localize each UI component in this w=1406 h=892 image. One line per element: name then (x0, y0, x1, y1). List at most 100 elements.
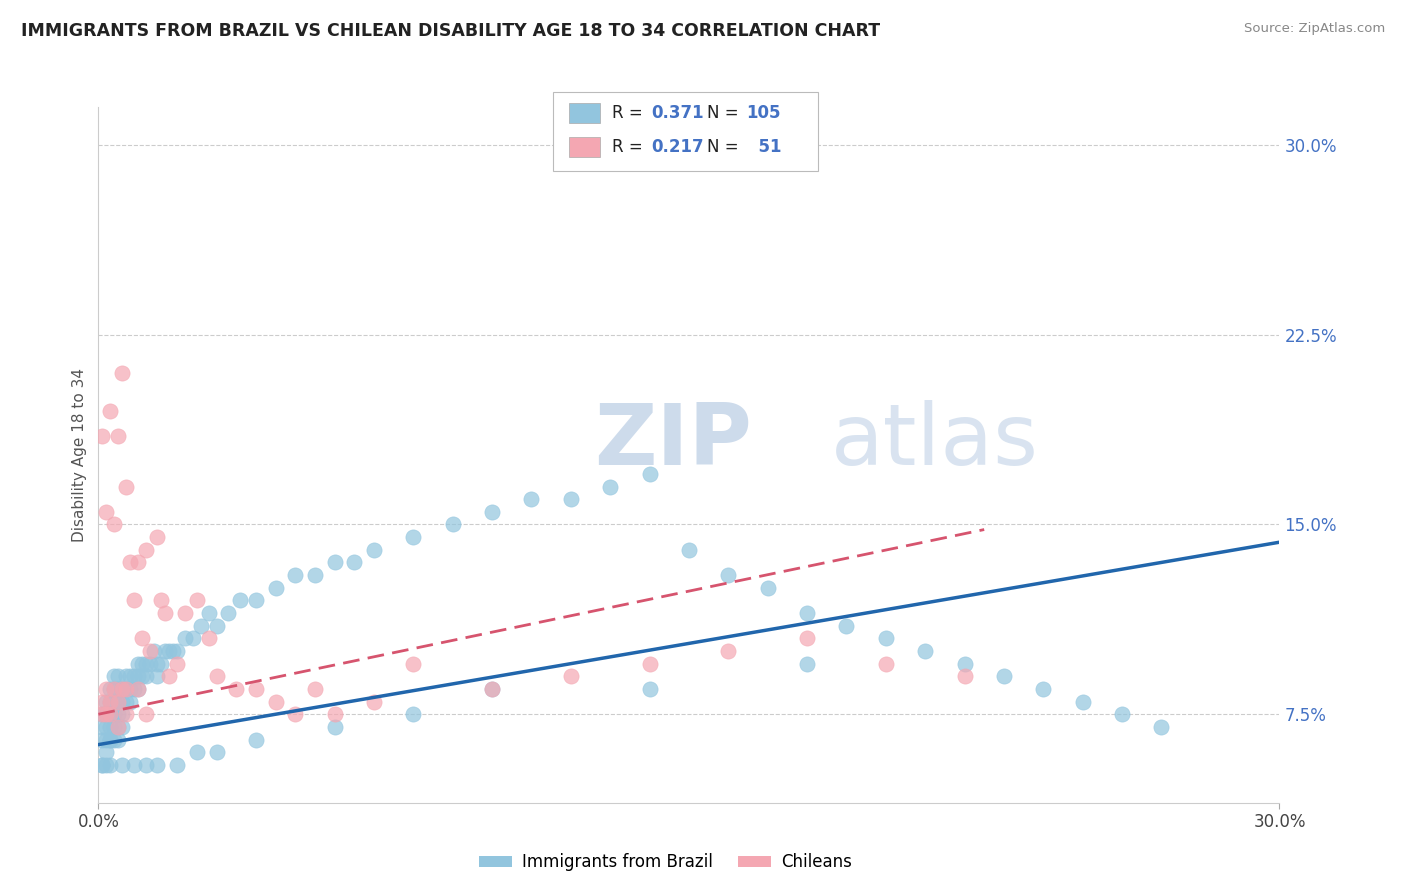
Point (91, 707, 114, 722)
Text: R =: R = (612, 104, 648, 122)
Point (96, 757, 118, 772)
Point (638, 681, 661, 696)
Point (98, 732, 121, 747)
Point (98, 707, 121, 722)
Text: Source: ZipAtlas.com: Source: ZipAtlas.com (1244, 22, 1385, 36)
Text: 0.371: 0.371 (651, 104, 703, 122)
Point (107, 429, 129, 443)
Point (91, 757, 114, 772)
Point (138, 657, 160, 671)
Point (205, 669, 228, 683)
Point (103, 669, 125, 683)
Point (138, 644, 160, 658)
Point (343, 556, 366, 570)
Point (402, 707, 425, 722)
Point (107, 695, 129, 709)
Point (166, 657, 188, 671)
Point (181, 632, 204, 646)
Point (122, 669, 145, 683)
Point (155, 644, 177, 658)
Point (115, 669, 138, 683)
Point (96, 732, 118, 747)
Point (481, 681, 503, 696)
Point (796, 632, 818, 646)
Point (186, 745, 208, 759)
Point (91, 720, 114, 734)
Point (103, 695, 125, 709)
Point (363, 695, 385, 709)
Point (131, 632, 153, 646)
Point (205, 745, 228, 759)
Point (98, 403, 121, 417)
Point (678, 542, 700, 557)
Point (107, 695, 129, 709)
Point (91, 707, 114, 722)
Point (98, 695, 121, 709)
Point (146, 757, 169, 772)
Point (127, 556, 149, 570)
Point (217, 606, 239, 620)
Point (107, 720, 129, 734)
Point (111, 720, 134, 734)
Point (323, 720, 346, 734)
Point (835, 618, 858, 632)
Point (363, 542, 385, 557)
Point (127, 681, 149, 696)
Point (115, 707, 138, 722)
Point (91, 429, 114, 443)
Point (284, 568, 307, 582)
Point (875, 657, 897, 671)
Text: R =: R = (612, 138, 648, 156)
Point (118, 669, 141, 683)
Point (127, 681, 149, 696)
Point (115, 681, 138, 696)
Point (186, 593, 208, 607)
Point (756, 581, 779, 595)
Text: IMMIGRANTS FROM BRAZIL VS CHILEAN DISABILITY AGE 18 TO 34 CORRELATION CHART: IMMIGRANTS FROM BRAZIL VS CHILEAN DISABI… (21, 22, 880, 40)
Point (131, 657, 153, 671)
Point (205, 618, 228, 632)
Point (229, 593, 252, 607)
Point (122, 757, 145, 772)
Point (115, 695, 138, 709)
Point (264, 695, 287, 709)
Point (166, 644, 188, 658)
Point (304, 681, 326, 696)
Point (96, 707, 118, 722)
Point (96, 707, 118, 722)
Point (150, 593, 173, 607)
Point (115, 681, 138, 696)
Point (111, 366, 134, 380)
Point (875, 632, 897, 646)
Point (166, 757, 188, 772)
Point (142, 644, 165, 658)
Point (103, 707, 125, 722)
Point (150, 657, 173, 671)
Point (225, 681, 247, 696)
Point (135, 657, 157, 671)
Point (914, 644, 936, 658)
Point (98, 757, 121, 772)
Point (111, 707, 134, 722)
Text: N =: N = (707, 104, 744, 122)
Point (520, 492, 543, 507)
Point (402, 530, 425, 544)
Point (103, 681, 125, 696)
Point (402, 657, 425, 671)
Point (135, 707, 157, 722)
Point (1150, 720, 1173, 734)
Point (245, 593, 267, 607)
Text: 0.217: 0.217 (651, 138, 703, 156)
Text: 105: 105 (747, 104, 782, 122)
Text: atlas: atlas (831, 400, 1039, 483)
Text: 51: 51 (747, 138, 782, 156)
Point (111, 681, 134, 696)
Point (107, 720, 129, 734)
Point (111, 681, 134, 696)
Point (304, 568, 326, 582)
Point (560, 669, 582, 683)
Point (796, 606, 818, 620)
Point (96, 695, 118, 709)
Point (107, 707, 129, 722)
Point (107, 681, 129, 696)
